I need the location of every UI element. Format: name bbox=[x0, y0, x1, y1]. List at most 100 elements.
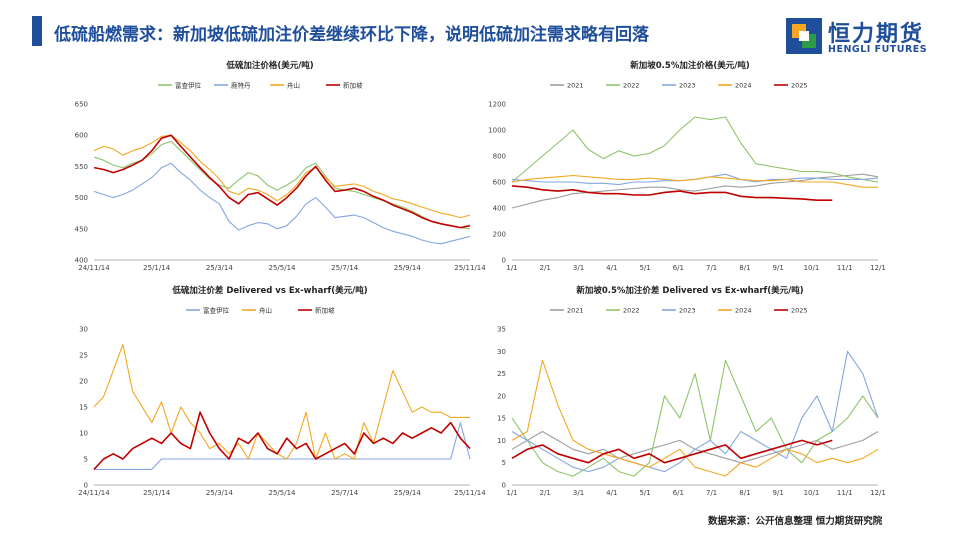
chart-sg-vlsfo-spread-by-year: 新加坡0.5%加注价差 Delivered vs Ex-wharf(美元/吨) 2… bbox=[490, 283, 890, 501]
y-tick-label: 25 bbox=[497, 370, 506, 378]
chart-title: 低硫加注价差 Delivered vs Ex-wharf(美元/吨) bbox=[171, 285, 367, 296]
legend-label: 新加坡 bbox=[343, 81, 363, 90]
y-tick-label: 20 bbox=[79, 378, 88, 386]
x-tick-label: 9/1 bbox=[773, 264, 784, 272]
legend-label: 2024 bbox=[735, 307, 752, 315]
legend-label: 2022 bbox=[623, 82, 640, 90]
y-tick-label: 1200 bbox=[488, 101, 506, 109]
y-tick-label: 0 bbox=[502, 482, 506, 490]
legend-label: 舟山 bbox=[287, 81, 300, 90]
x-tick-label: 25/11/14 bbox=[454, 489, 486, 497]
legend-item: 2022 bbox=[606, 307, 640, 315]
x-tick-label: 25/3/14 bbox=[206, 264, 234, 272]
x-tick-label: 24/11/14 bbox=[78, 264, 110, 272]
y-tick-label: 450 bbox=[75, 225, 88, 233]
legend-item: 2025 bbox=[774, 82, 808, 90]
series-line-2023 bbox=[511, 350, 879, 473]
x-tick-label: 4/1 bbox=[606, 264, 617, 272]
series-line-2025 bbox=[511, 439, 833, 464]
x-tick-label: 25/9/14 bbox=[394, 489, 422, 497]
data-source-note: 数据来源：公开信息整理 恒力期货研究院 bbox=[708, 516, 883, 527]
x-tick-label: 12/1 bbox=[870, 264, 886, 272]
x-tick-label: 25/1/14 bbox=[143, 264, 171, 272]
series-line-富查伊拉 bbox=[94, 422, 471, 470]
legend-item: 2021 bbox=[550, 82, 584, 90]
series-line-2024 bbox=[511, 359, 879, 477]
legend-label: 2024 bbox=[735, 82, 752, 90]
legend-item: 2024 bbox=[718, 307, 752, 315]
chart-title: 新加坡0.5%加注价差 Delivered vs Ex-wharf(美元/吨) bbox=[576, 285, 803, 296]
x-tick-label: 7/1 bbox=[706, 489, 717, 497]
legend-item: 新加坡 bbox=[326, 81, 363, 90]
x-tick-label: 11/1 bbox=[837, 264, 853, 272]
series-line-新加坡 bbox=[93, 134, 471, 229]
y-tick-label: 15 bbox=[79, 404, 88, 412]
x-tick-label: 2/1 bbox=[540, 489, 551, 497]
x-tick-label: 12/1 bbox=[870, 489, 886, 497]
y-tick-label: 0 bbox=[84, 482, 88, 490]
x-tick-label: 5/1 bbox=[639, 489, 650, 497]
chart-lsfo-bunker-prices: 低硫加注价格(美元/吨) 富查伊拉 鹿特丹 舟山 新加坡 650 600 550 500 450 4… bbox=[60, 58, 487, 276]
series-line-舟山 bbox=[93, 134, 471, 219]
x-tick-label: 9/1 bbox=[773, 489, 784, 497]
y-tick-label: 200 bbox=[493, 231, 506, 239]
x-tick-label: 8/1 bbox=[739, 489, 750, 497]
x-tick-label: 1/1 bbox=[506, 489, 517, 497]
legend-item: 2021 bbox=[550, 307, 584, 315]
legend-label: 舟山 bbox=[259, 306, 272, 315]
y-tick-label: 25 bbox=[79, 352, 88, 360]
legend-item: 富查伊拉 bbox=[186, 306, 230, 315]
x-tick-label: 25/7/14 bbox=[331, 264, 359, 272]
x-tick-label: 1/1 bbox=[506, 264, 517, 272]
y-tick-label: 800 bbox=[493, 153, 506, 161]
series-line-2022 bbox=[511, 116, 879, 183]
legend-item: 舟山 bbox=[270, 81, 300, 90]
x-tick-label: 25/5/14 bbox=[269, 489, 297, 497]
legend-label: 2021 bbox=[567, 82, 584, 90]
page-title: 低硫船燃需求：新加坡低硫加注价差继续环比下降，说明低硫加注需求略有回落 bbox=[54, 25, 649, 45]
y-tick-label: 15 bbox=[497, 415, 506, 423]
legend-label: 鹿特丹 bbox=[231, 81, 251, 90]
x-tick-label: 6/1 bbox=[673, 264, 684, 272]
y-tick-label: 600 bbox=[493, 179, 506, 187]
x-tick-label: 10/1 bbox=[804, 264, 820, 272]
chart-lsfo-delivered-spread: 低硫加注价差 Delivered vs Ex-wharf(美元/吨) 富查伊拉 舟山… bbox=[60, 283, 486, 501]
x-tick-label: 25/5/14 bbox=[269, 264, 297, 272]
logo-text-cn: 恒力期货 bbox=[828, 22, 925, 47]
y-tick-label: 5 bbox=[502, 459, 506, 467]
x-tick-label: 24/11/14 bbox=[78, 489, 110, 497]
y-tick-label: 10 bbox=[79, 430, 88, 438]
legend-label: 2023 bbox=[679, 82, 696, 90]
legend-label: 2022 bbox=[623, 307, 640, 315]
y-tick-label: 0 bbox=[502, 257, 506, 265]
legend-item: 2024 bbox=[718, 82, 752, 90]
legend-label: 2025 bbox=[791, 82, 808, 90]
x-tick-label: 3/1 bbox=[573, 489, 584, 497]
y-tick-label: 30 bbox=[497, 348, 506, 356]
legend-item: 舟山 bbox=[242, 306, 272, 315]
x-tick-label: 11/1 bbox=[837, 489, 853, 497]
chart-title: 新加坡0.5%加注价格(美元/吨) bbox=[630, 60, 750, 71]
series-line-2021 bbox=[511, 430, 879, 464]
legend-label: 新加坡 bbox=[315, 306, 335, 315]
y-tick-label: 500 bbox=[75, 194, 88, 202]
legend-item: 2022 bbox=[606, 82, 640, 90]
y-tick-label: 550 bbox=[75, 163, 88, 171]
y-tick-label: 1000 bbox=[488, 127, 506, 135]
x-tick-label: 25/3/14 bbox=[206, 489, 234, 497]
series-line-2022 bbox=[511, 359, 879, 477]
x-tick-label: 25/9/14 bbox=[394, 264, 422, 272]
logo-mark-icon bbox=[786, 18, 822, 54]
x-tick-label: 4/1 bbox=[606, 489, 617, 497]
series-line-2024 bbox=[511, 174, 878, 188]
x-tick-label: 25/1/14 bbox=[143, 489, 171, 497]
y-tick-label: 5 bbox=[84, 456, 88, 464]
series-line-舟山 bbox=[93, 344, 470, 460]
x-tick-label: 10/1 bbox=[804, 489, 820, 497]
y-tick-label: 35 bbox=[497, 326, 506, 334]
y-tick-label: 400 bbox=[493, 205, 506, 213]
legend-label: 2023 bbox=[679, 307, 696, 315]
legend-label: 富查伊拉 bbox=[203, 306, 230, 315]
y-tick-label: 600 bbox=[75, 132, 88, 140]
y-tick-label: 400 bbox=[75, 257, 88, 265]
